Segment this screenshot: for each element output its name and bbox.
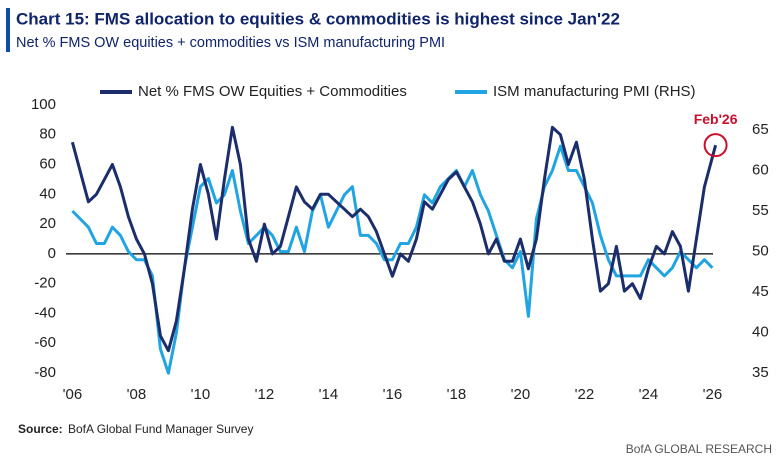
y2-tick-label: 60 bbox=[752, 161, 769, 178]
y2-tick-label: 50 bbox=[752, 243, 769, 260]
annotation: Feb'26 bbox=[694, 111, 738, 127]
y-tick-label: 80 bbox=[39, 126, 56, 143]
y2-tick-label: 40 bbox=[752, 324, 769, 341]
x-tick-label: '08 bbox=[127, 386, 147, 403]
y-tick-label: 20 bbox=[39, 215, 56, 232]
chart-subtitle: Net % FMS OW equities + commodities vs I… bbox=[16, 35, 445, 51]
chart-title: Chart 15: FMS allocation to equities & c… bbox=[16, 9, 620, 28]
y2-tick-label: 45 bbox=[752, 283, 769, 300]
legend-label: ISM manufacturing PMI (RHS) bbox=[493, 83, 696, 100]
legend-label: Net % FMS OW Equities + Commodities bbox=[138, 83, 407, 100]
x-tick-label: '18 bbox=[447, 386, 467, 403]
y-tick-label: 40 bbox=[39, 185, 56, 202]
y-tick-label: 60 bbox=[39, 155, 56, 172]
x-tick-label: '24 bbox=[639, 386, 659, 403]
x-tick-label: '12 bbox=[255, 386, 275, 403]
y2-tick-label: 35 bbox=[752, 364, 769, 381]
y-tick-label: -40 bbox=[34, 304, 56, 321]
source-label: Source: bbox=[18, 422, 63, 436]
x-tick-label: '06 bbox=[63, 386, 83, 403]
annotation-circle bbox=[703, 133, 728, 158]
x-tick-label: '14 bbox=[319, 386, 339, 403]
x-tick-label: '16 bbox=[383, 386, 403, 403]
y-tick-label: -20 bbox=[34, 275, 56, 292]
series-line bbox=[71, 144, 714, 375]
x-tick-label: '26 bbox=[703, 386, 723, 403]
x-tick-label: '10 bbox=[191, 386, 211, 403]
y-tick-label: -60 bbox=[34, 334, 56, 351]
y-tick-label: -80 bbox=[34, 364, 56, 381]
y-tick-label: 100 bbox=[31, 96, 56, 113]
x-tick-label: '22 bbox=[575, 386, 595, 403]
brand: BofA GLOBAL RESEARCH bbox=[626, 442, 772, 456]
series-line bbox=[70, 125, 718, 353]
title-accent bbox=[6, 8, 10, 52]
y-tick-label: 0 bbox=[48, 245, 56, 262]
y2-tick-label: 55 bbox=[752, 202, 769, 219]
y2-tick-label: 65 bbox=[752, 121, 769, 138]
x-tick-label: '20 bbox=[511, 386, 531, 403]
source: BofA Global Fund Manager Survey bbox=[68, 422, 253, 436]
